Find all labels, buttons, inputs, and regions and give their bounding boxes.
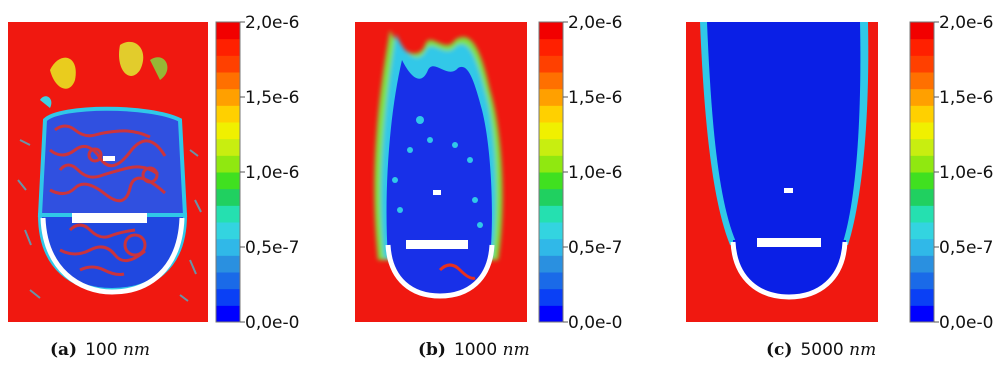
colorbar-segment <box>539 222 563 240</box>
caption-label: (a) <box>50 340 78 360</box>
colorbar-segment <box>539 155 563 173</box>
colorbar-segment <box>216 172 240 190</box>
colorbar-segment <box>910 205 934 223</box>
colorbar-segment <box>539 188 563 206</box>
colorbar-b: 2,0e-6 1,5e-6 1,0e-6 0,5e-7 0,0e-0 <box>538 13 622 333</box>
caption-label: (b) <box>418 340 446 360</box>
caption-unit: nm <box>122 340 151 360</box>
colorbar-segment <box>910 272 934 290</box>
colorbar-tick-label: 1,0e-6 <box>568 163 622 183</box>
colorbar-segment <box>539 172 563 190</box>
colorbar-segment <box>910 288 934 306</box>
colorbar-tick-label: 1,5e-6 <box>939 88 993 108</box>
colorbar-segment <box>539 288 563 306</box>
colorbar-tick-label: 2,0e-6 <box>245 13 299 33</box>
colorbar-tick-label: 0,5e-7 <box>245 238 299 258</box>
colorbar-segment <box>539 255 563 273</box>
contour-panel-a <box>8 22 208 322</box>
colorbar-segment <box>910 172 934 190</box>
colorbar-segment <box>539 122 563 140</box>
colorbar-segment <box>539 205 563 223</box>
colorbar-segment <box>216 238 240 256</box>
caption-value: 100 <box>85 340 118 360</box>
colorbar-segment <box>216 55 240 73</box>
colorbar-tick-label: 2,0e-6 <box>939 13 993 33</box>
caption-a: (a) 100 nm <box>50 340 150 360</box>
colorbar-tick-label: 1,0e-6 <box>939 163 993 183</box>
colorbar-segment <box>216 272 240 290</box>
colorbar-segment <box>539 38 563 56</box>
colorbar-segment <box>539 272 563 290</box>
colorbar-segment <box>910 155 934 173</box>
caption-c: (c) 5000 nm <box>766 340 876 360</box>
colorbar-segment <box>910 122 934 140</box>
colorbar-segment <box>216 88 240 106</box>
colorbar-segment <box>216 22 240 40</box>
colorbar-segment <box>910 255 934 273</box>
caption-b: (b) 1000 nm <box>418 340 530 360</box>
colorbar-segment <box>910 72 934 90</box>
colorbar-segment <box>216 138 240 156</box>
colorbar-segment <box>910 88 934 106</box>
colorbar-segment <box>216 105 240 123</box>
colorbar-segment <box>216 188 240 206</box>
colorbar-segment <box>910 188 934 206</box>
caption-value: 5000 <box>800 340 844 360</box>
colorbar-segment <box>216 38 240 56</box>
colorbar-tick-label: 0,0e-0 <box>939 313 993 333</box>
colorbar-tick-label: 2,0e-6 <box>568 13 622 33</box>
caption-label: (c) <box>766 340 793 360</box>
colorbar-c: 2,0e-6 1,5e-6 1,0e-6 0,5e-7 0,0e-0 <box>909 13 993 333</box>
caption-unit: nm <box>502 340 530 360</box>
colorbar-segment <box>539 72 563 90</box>
colorbar-segment <box>910 55 934 73</box>
colorbar-segment <box>910 138 934 156</box>
caption-unit: nm <box>849 340 877 360</box>
colorbar-segment <box>910 105 934 123</box>
colorbar-tick-label: 0,5e-7 <box>568 238 622 258</box>
caption-value: 1000 <box>453 340 498 360</box>
colorbar-tick-label: 0,5e-7 <box>939 238 993 258</box>
colorbar-segment <box>216 222 240 240</box>
colorbar-segment <box>539 55 563 73</box>
colorbar-tick-label: 0,0e-0 <box>245 313 299 333</box>
colorbar-a: 2,0e-6 1,5e-6 1,0e-6 0,5e-7 0,0e-0 <box>215 13 299 333</box>
colorbar-segment <box>910 22 934 40</box>
colorbar-segment <box>216 155 240 173</box>
colorbar-segment <box>539 88 563 106</box>
colorbar-segment <box>910 238 934 256</box>
colorbar-segment <box>216 255 240 273</box>
colorbar-segment <box>539 238 563 256</box>
contour-panel-c <box>686 22 878 322</box>
colorbar-segment <box>216 72 240 90</box>
colorbar-segment <box>216 122 240 140</box>
colorbar-segment <box>910 222 934 240</box>
colorbar-segment <box>910 305 934 323</box>
colorbar-tick-label: 1,5e-6 <box>568 88 622 108</box>
colorbar-segment <box>216 288 240 306</box>
contour-panel-b <box>355 22 527 322</box>
colorbar-segment <box>539 105 563 123</box>
colorbar-tick-label: 1,0e-6 <box>245 163 299 183</box>
colorbar-tick-label: 0,0e-0 <box>568 313 622 333</box>
colorbar-tick-label: 1,5e-6 <box>245 88 299 108</box>
colorbar-segment <box>216 205 240 223</box>
colorbar-segment <box>216 305 240 323</box>
colorbar-segment <box>539 305 563 323</box>
colorbar-segment <box>910 38 934 56</box>
colorbar-segment <box>539 138 563 156</box>
colorbar-segment <box>539 22 563 40</box>
